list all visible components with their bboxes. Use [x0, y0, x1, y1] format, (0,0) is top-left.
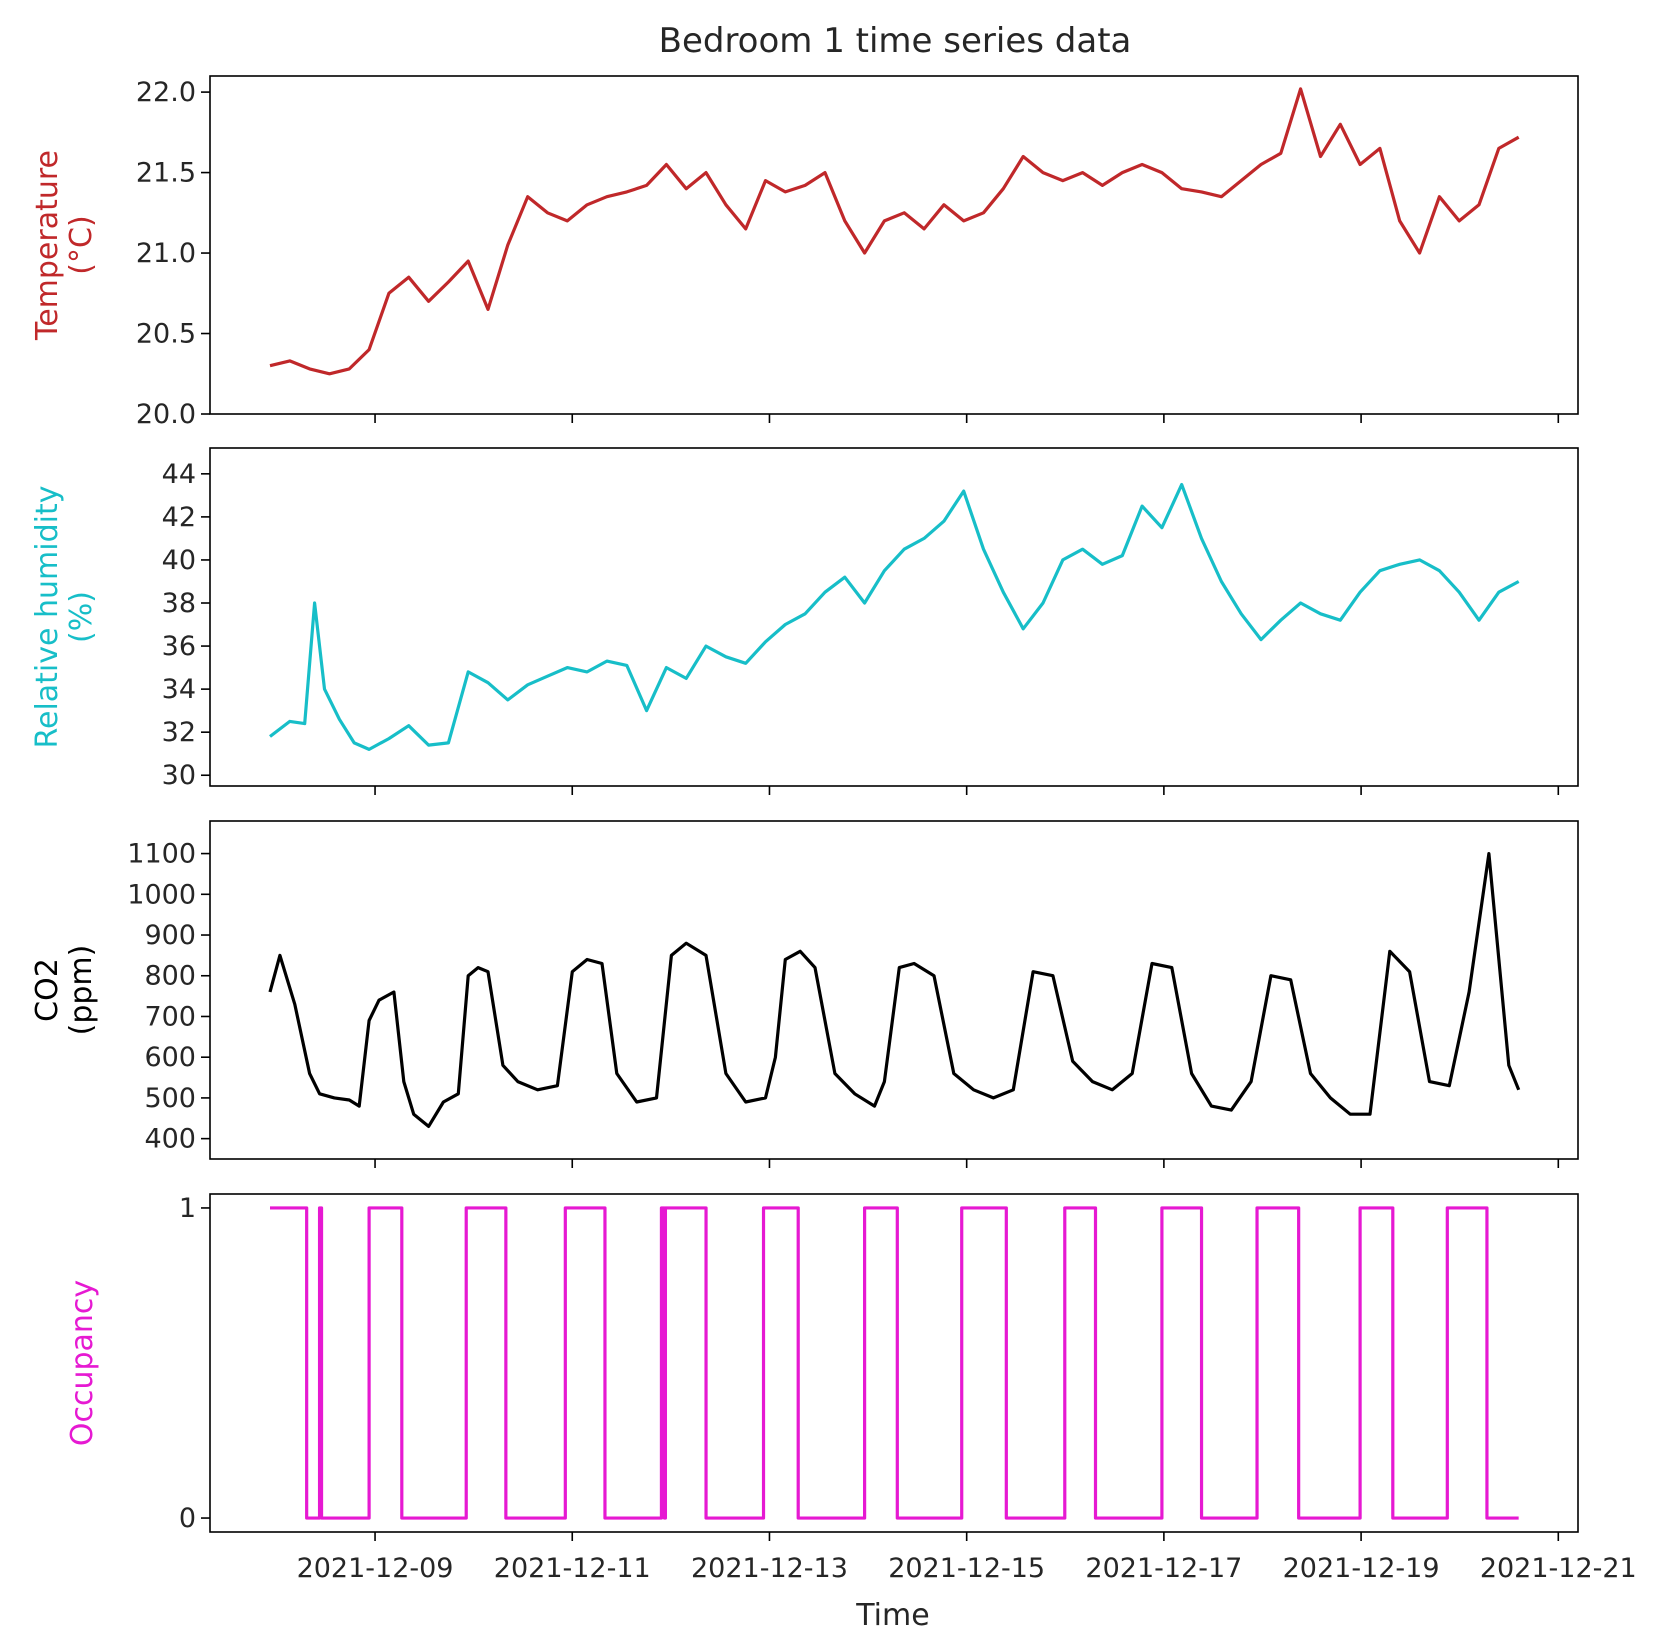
series-line-co2: [268, 852, 1521, 1128]
y-tick-label: 1100: [127, 839, 196, 870]
y-axis-title: CO2: [30, 958, 65, 1022]
y-tick-label: 30: [162, 760, 196, 791]
plot-frame: [209, 1193, 1579, 1533]
y-axis-title: (°C): [64, 215, 99, 274]
x-axis-title: Time: [855, 1598, 929, 1633]
y-tick-label: 20.0: [136, 399, 196, 430]
y-tick-label: 0: [179, 1503, 196, 1534]
y-tick-label: 22.0: [136, 77, 196, 108]
y-axis-title: Temperature: [30, 150, 65, 341]
y-tick-label: 900: [144, 920, 196, 951]
y-tick-label: 600: [144, 1042, 196, 1073]
x-tick-label: 2021-12-15: [888, 1553, 1045, 1584]
panel-co2: 400 500 600 700 800 900 1000 1100 CO2 (ppm): [30, 820, 1579, 1168]
y-axis-title: (%): [64, 591, 99, 643]
series-line-temperature: [269, 87, 1520, 376]
panel-occupancy: 0 1 2021-12-09 2021-12-11 2021-12-13 2021-12-…: [65, 1193, 1637, 1584]
figure-title: Bedroom 1 time series data: [659, 21, 1132, 61]
y-axis-title: Occupancy: [65, 1280, 100, 1446]
y-tick-label: 21.0: [136, 238, 196, 269]
y-tick-label: 42: [162, 502, 196, 533]
y-tick-label: 500: [144, 1083, 196, 1114]
y-axis-title: Relative humidity: [30, 486, 65, 749]
y-tick-label: 38: [162, 588, 196, 619]
y-tick-label: 700: [144, 1001, 196, 1032]
panel-temperature: 20.0 20.5 21.0 21.5 22.0 Temperature (°C): [30, 75, 1579, 430]
y-tick-label: 1000: [127, 879, 196, 910]
plot-frame: [209, 820, 1579, 1160]
y-tick-label: 36: [162, 631, 196, 662]
series-line-occupancy: [270, 1206, 1519, 1520]
plot-frame: [209, 447, 1579, 787]
y-tick-label: 20.5: [136, 319, 196, 350]
y-tick-label: 40: [162, 545, 196, 576]
y-tick-label: 800: [144, 961, 196, 992]
y-tick-label: 1: [179, 1193, 196, 1224]
y-tick-label: 34: [162, 674, 196, 705]
plot-frame: [209, 75, 1579, 415]
y-axis-title: (ppm): [64, 945, 99, 1036]
x-tick-label: 2021-12-13: [691, 1553, 848, 1584]
x-tick-label: 2021-12-21: [1480, 1553, 1637, 1584]
x-tick-label: 2021-12-09: [297, 1553, 454, 1584]
y-tick-label: 32: [162, 717, 196, 748]
y-tick-label: 21.5: [136, 158, 196, 189]
y-tick-label: 44: [162, 459, 196, 490]
x-tick-label: 2021-12-19: [1283, 1553, 1440, 1584]
panel-relative_humidity: 30 32 34 36 38 40 42 44 Relative humidity (%): [30, 447, 1579, 795]
x-tick-label: 2021-12-11: [494, 1553, 651, 1584]
x-tick-label: 2021-12-17: [1085, 1553, 1242, 1584]
y-tick-label: 400: [144, 1124, 196, 1155]
series-line-relative_humidity: [269, 483, 1520, 751]
